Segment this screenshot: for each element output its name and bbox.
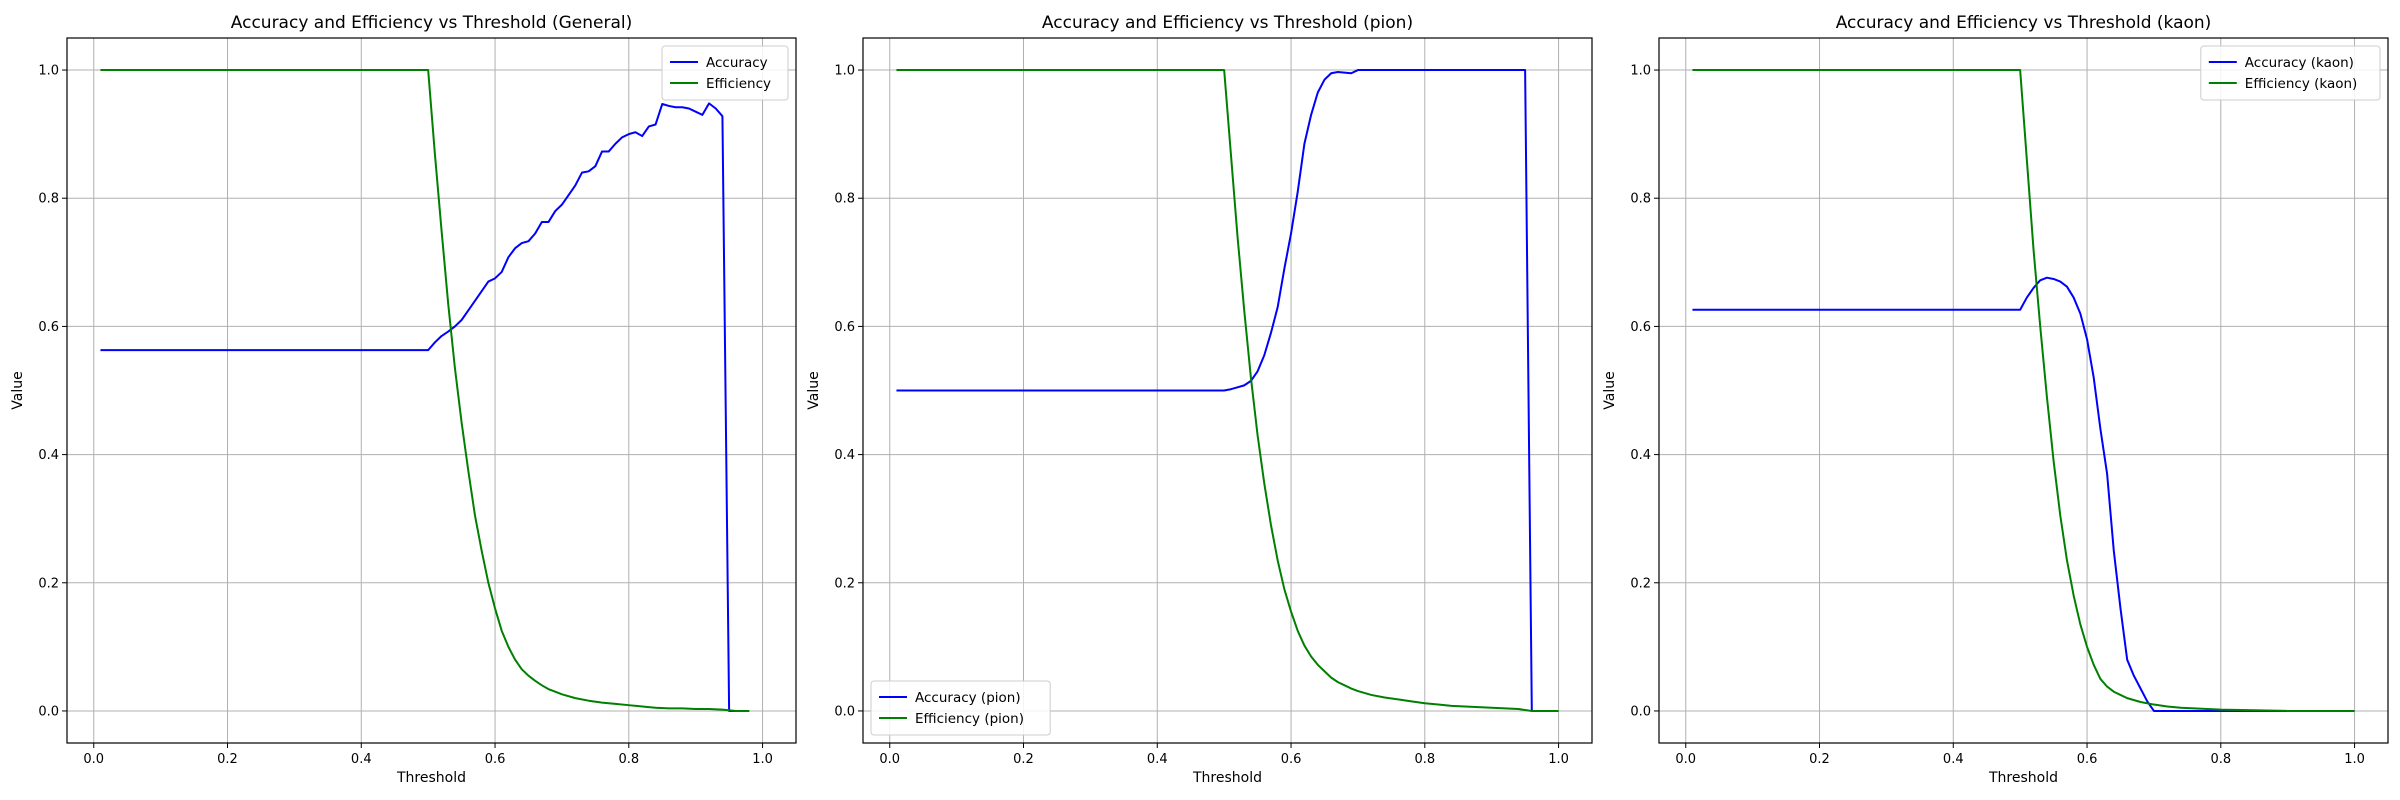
- axes-frame: [1658, 37, 2389, 744]
- x-tick-label: 0.6: [1281, 752, 1302, 767]
- x-axis-label: Threshold: [1988, 770, 2058, 786]
- axes-frame: [862, 37, 1593, 744]
- y-axis-label: Value: [806, 371, 822, 409]
- series-line-efficiency: [1692, 69, 2355, 712]
- y-tick-label: 0.4: [38, 448, 59, 463]
- y-tick-label: 1.0: [38, 64, 59, 79]
- y-tick-label: 0.4: [1630, 448, 1651, 463]
- series-line-accuracy: [896, 69, 1559, 712]
- x-axis-label: Threshold: [396, 770, 466, 786]
- legend-box: [870, 680, 1051, 736]
- y-tick-label: 0.6: [38, 320, 59, 335]
- legend-label: Efficiency: [706, 76, 771, 92]
- legend-label: Efficiency (kaon): [2245, 76, 2358, 92]
- y-axis-label: Value: [10, 371, 26, 409]
- x-tick-label: 1.0: [752, 752, 773, 767]
- legend: Accuracy (pion) Efficiency (pion): [870, 680, 1051, 736]
- x-tick-label: 0.4: [351, 752, 372, 767]
- x-tick-label: 0.0: [1675, 752, 1696, 767]
- y-tick-label: 0.8: [1630, 192, 1651, 207]
- series-line-efficiency: [896, 69, 1559, 712]
- x-tick-label: 0.8: [2210, 752, 2231, 767]
- y-tick-label: 0.0: [834, 704, 855, 719]
- y-tick-label: 0.0: [1630, 704, 1651, 719]
- x-tick-label: 0.2: [217, 752, 238, 767]
- x-axis-label: Threshold: [1192, 770, 1262, 786]
- series-line-accuracy: [100, 102, 750, 712]
- y-tick-label: 0.2: [834, 576, 855, 591]
- chart-title: Accuracy and Efficiency vs Threshold (ka…: [1836, 13, 2212, 33]
- y-tick-label: 0.4: [834, 448, 855, 463]
- legend: Accuracy (kaon) Efficiency (kaon): [2200, 45, 2381, 101]
- legend-box: [2200, 45, 2381, 101]
- legend-box: [661, 45, 789, 101]
- y-tick-label: 0.8: [834, 192, 855, 207]
- y-tick-label: 0.6: [834, 320, 855, 335]
- legend-label: Efficiency (pion): [915, 711, 1024, 727]
- legend-label: Accuracy (kaon): [2245, 55, 2354, 71]
- y-tick-label: 0.0: [38, 704, 59, 719]
- y-tick-label: 0.8: [38, 192, 59, 207]
- y-tick-label: 0.2: [1630, 576, 1651, 591]
- x-tick-label: 0.4: [1147, 752, 1168, 767]
- x-tick-label: 0.8: [1414, 752, 1435, 767]
- x-tick-label: 0.2: [1013, 752, 1034, 767]
- chart-panel-1: 0.0 0.0 0.2 0.2 0.4 0.4 0.6 0.6 0.8 0.8 1.0 1.0 Accu…: [10, 13, 797, 786]
- chart-title: Accuracy and Efficiency vs Threshold (Ge…: [231, 13, 632, 33]
- x-tick-label: 0.0: [83, 752, 104, 767]
- series-line-accuracy: [1692, 276, 2355, 712]
- legend-label: Accuracy: [706, 55, 768, 71]
- series-line-efficiency: [100, 69, 750, 712]
- y-tick-label: 1.0: [834, 64, 855, 79]
- x-tick-label: 1.0: [1548, 752, 1569, 767]
- x-tick-label: 0.6: [2077, 752, 2098, 767]
- x-tick-label: 0.6: [485, 752, 506, 767]
- x-tick-label: 1.0: [2344, 752, 2365, 767]
- y-axis-label: Value: [1602, 371, 1618, 409]
- x-tick-label: 0.4: [1943, 752, 1964, 767]
- y-tick-label: 1.0: [1630, 64, 1651, 79]
- chart-title: Accuracy and Efficiency vs Threshold (pi…: [1042, 13, 1413, 33]
- x-tick-label: 0.2: [1809, 752, 1830, 767]
- y-tick-label: 0.6: [1630, 320, 1651, 335]
- axes-frame: [66, 37, 797, 744]
- chart-panel-2: 0.0 0.0 0.2 0.2 0.4 0.4 0.6 0.6 0.8 0.8 1.0 1.0 Accu…: [806, 13, 1593, 786]
- chart-panel-3: 0.0 0.0 0.2 0.2 0.4 0.4 0.6 0.6 0.8 0.8 1.0 1.0 Accu…: [1602, 13, 2389, 786]
- x-tick-label: 0.8: [618, 752, 639, 767]
- legend: Accuracy Efficiency: [661, 45, 789, 101]
- legend-label: Accuracy (pion): [915, 690, 1021, 706]
- x-tick-label: 0.0: [879, 752, 900, 767]
- y-tick-label: 0.2: [38, 576, 59, 591]
